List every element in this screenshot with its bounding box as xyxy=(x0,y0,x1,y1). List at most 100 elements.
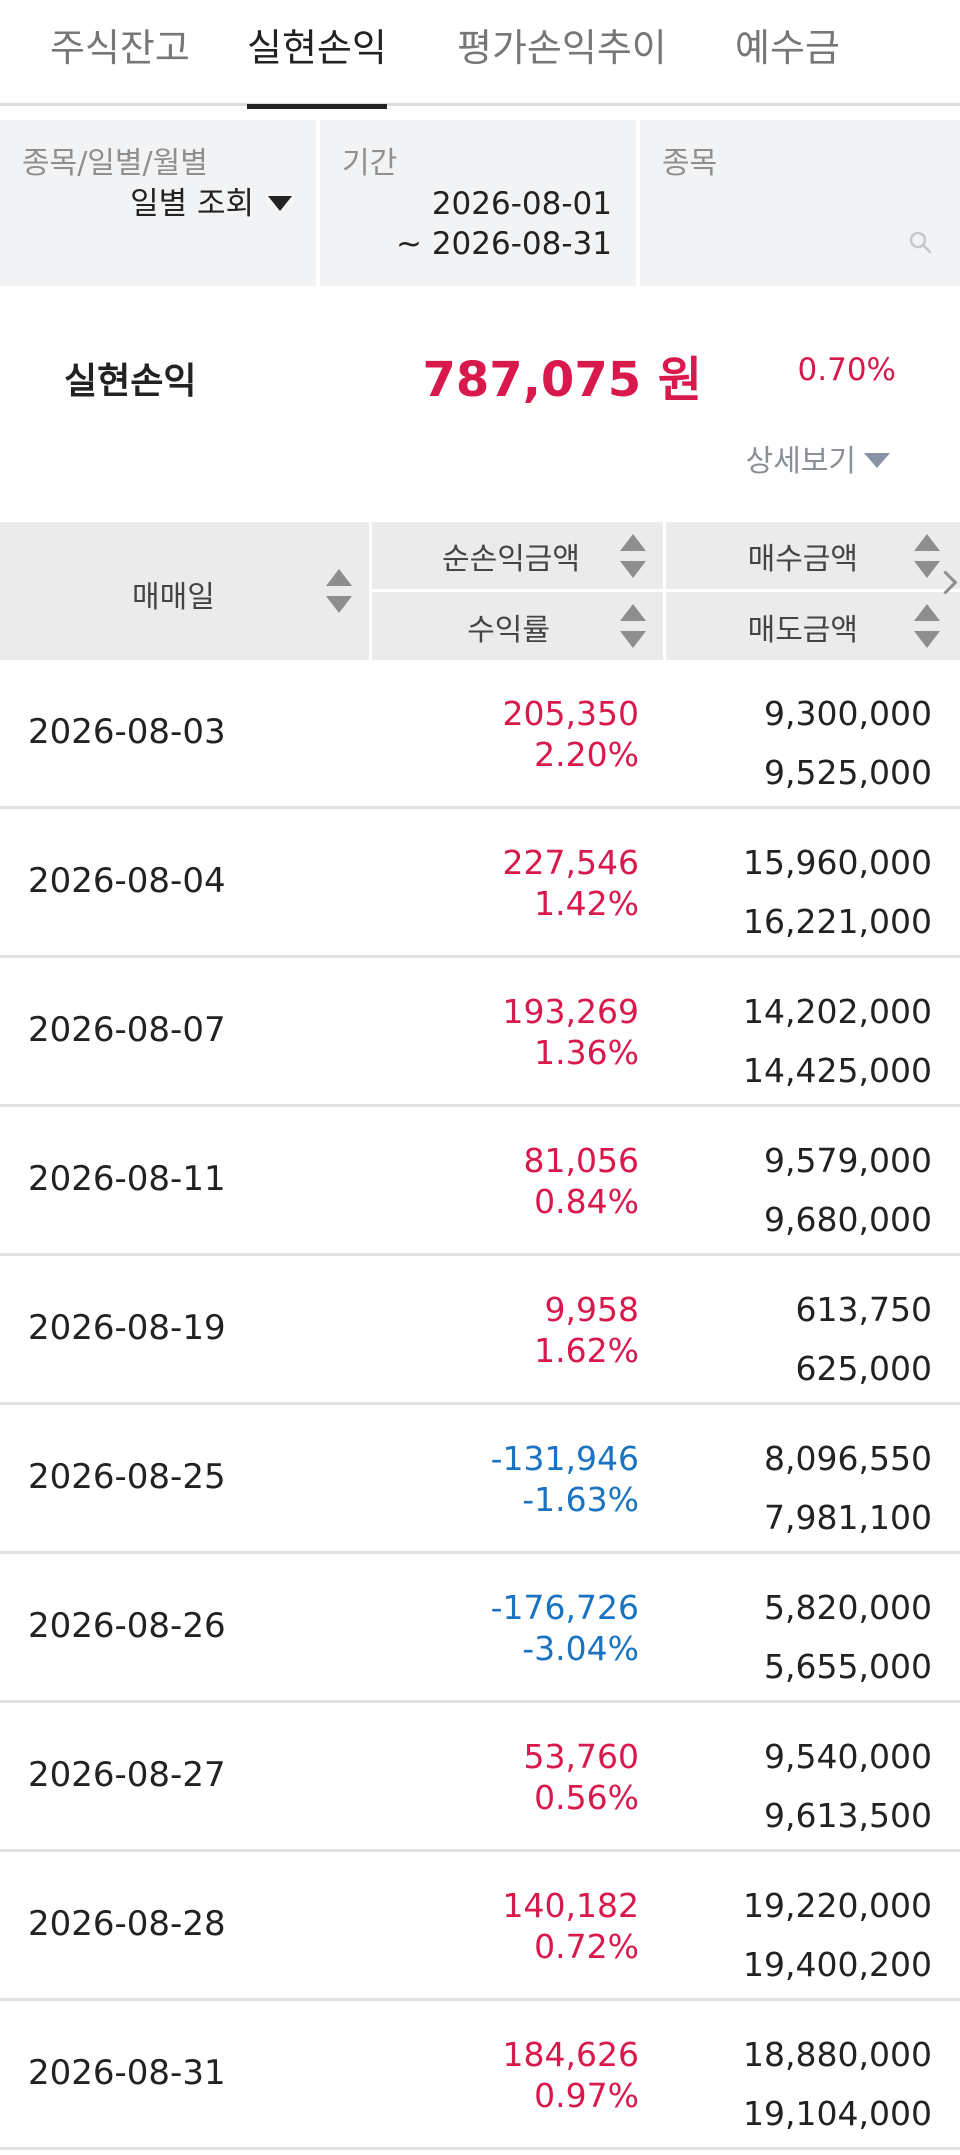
return-rate: 0.56% xyxy=(534,1778,639,1817)
table-row[interactable]: 2026-08-07 193,269 1.36% 14,202,000 14,425,0… xyxy=(0,958,960,1107)
header-sell-amount[interactable]: 매도금액 xyxy=(747,613,858,648)
sort-icon[interactable] xyxy=(620,534,646,578)
buy-amount: 14,202,000 xyxy=(743,992,932,1031)
net-profit: -131,946 xyxy=(490,1439,639,1478)
net-profit: 9,958 xyxy=(544,1290,639,1329)
sell-amount: 7,981,100 xyxy=(764,1498,932,1537)
period-start: 2026-08-01 xyxy=(431,186,612,222)
table-row[interactable]: 2026-08-31 184,626 0.97% 18,880,000 19,104,0… xyxy=(0,2001,960,2150)
detail-view-label: 상세보기 xyxy=(745,444,856,479)
header-buy-amount[interactable]: 매수금액 xyxy=(747,542,858,577)
header-divider xyxy=(369,522,372,660)
tab-deposit[interactable]: 예수금 xyxy=(735,26,840,70)
table-row[interactable]: 2026-08-25 -131,946 -1.63% 8,096,550 7,981,1… xyxy=(0,1405,960,1554)
summary-percent: 0.70% xyxy=(797,352,896,388)
sort-icon[interactable] xyxy=(914,534,940,578)
sort-icon[interactable] xyxy=(326,569,352,613)
table-header: 매매일 순손익금액 수익률 매수금액 매도금액 xyxy=(0,522,960,660)
table-row[interactable]: 2026-08-11 81,056 0.84% 9,579,000 9,680,000 xyxy=(0,1107,960,1256)
trade-date: 2026-08-31 xyxy=(28,2053,226,2093)
buy-amount: 9,300,000 xyxy=(764,694,932,733)
period-value[interactable]: 2026-08-01 ~ 2026-08-31 xyxy=(396,184,612,264)
table-row[interactable]: 2026-08-27 53,760 0.56% 9,540,000 9,613,500 xyxy=(0,1703,960,1852)
net-profit: 227,546 xyxy=(502,843,639,882)
trade-date: 2026-08-25 xyxy=(28,1457,226,1497)
buy-amount: 15,960,000 xyxy=(743,843,932,882)
buy-amount: 5,820,000 xyxy=(764,1588,932,1627)
sell-amount: 9,680,000 xyxy=(764,1200,932,1239)
detail-view-toggle[interactable]: 상세보기 xyxy=(746,436,890,480)
table-row[interactable]: 2026-08-26 -176,726 -3.04% 5,820,000 5,655,0… xyxy=(0,1554,960,1703)
table-row[interactable]: 2026-08-03 205,350 2.20% 9,300,000 9,525,000 xyxy=(0,660,960,809)
period-selector[interactable]: 기간 2026-08-01 ~ 2026-08-31 xyxy=(320,120,636,286)
search-icon[interactable] xyxy=(908,230,934,256)
sell-amount: 14,425,000 xyxy=(743,1051,932,1090)
summary-value: 787,075 원 xyxy=(422,352,703,408)
sort-icon[interactable] xyxy=(620,604,646,648)
trade-date: 2026-08-07 xyxy=(28,1010,226,1050)
buy-amount: 18,880,000 xyxy=(743,2035,932,2074)
sell-amount: 5,655,000 xyxy=(764,1647,932,1686)
tab-realized-pnl[interactable]: 실현손익 xyxy=(247,0,387,109)
return-rate: -3.04% xyxy=(522,1629,639,1668)
table-row[interactable]: 2026-08-28 140,182 0.72% 19,220,000 19,400,2… xyxy=(0,1852,960,2001)
return-rate: 1.36% xyxy=(534,1033,639,1072)
stock-label: 종목 xyxy=(662,146,718,181)
period-end: ~ 2026-08-31 xyxy=(396,226,612,262)
tab-stock-balance[interactable]: 주식잔고 xyxy=(50,26,190,70)
caret-down-icon xyxy=(864,453,890,468)
view-type-label: 종목/일별/월별 xyxy=(22,146,208,181)
trade-date: 2026-08-27 xyxy=(28,1755,226,1795)
return-rate: 2.20% xyxy=(534,735,639,774)
return-rate: -1.63% xyxy=(522,1480,639,1519)
sell-amount: 16,221,000 xyxy=(743,902,932,941)
filter-bar: 종목/일별/월별 일별 조회 기간 2026-08-01 ~ 2026-08-3… xyxy=(0,120,960,286)
buy-amount: 9,540,000 xyxy=(764,1737,932,1776)
view-type-text: 일별 조회 xyxy=(130,186,254,222)
pnl-table-body: 2026-08-03 205,350 2.20% 9,300,000 9,525,000… xyxy=(0,660,960,2150)
header-net-profit[interactable]: 순손익금액 xyxy=(442,542,580,577)
stock-search-input[interactable] xyxy=(650,180,950,272)
return-rate: 0.97% xyxy=(534,2076,639,2115)
view-type-selector[interactable]: 종목/일별/월별 일별 조회 xyxy=(0,120,316,286)
realized-pnl-summary: 실현손익 787,075 원 0.70% 상세보기 xyxy=(0,286,960,522)
sell-amount: 9,525,000 xyxy=(764,753,932,792)
net-profit: -176,726 xyxy=(490,1588,639,1627)
trade-date: 2026-08-03 xyxy=(28,712,226,752)
net-profit: 140,182 xyxy=(502,1886,639,1925)
caret-down-icon xyxy=(268,196,292,211)
buy-amount: 613,750 xyxy=(795,1290,932,1329)
header-return-rate[interactable]: 수익률 xyxy=(467,613,550,648)
sell-amount: 625,000 xyxy=(795,1349,932,1388)
summary-label: 실현손익 xyxy=(64,361,197,402)
sell-amount: 19,400,200 xyxy=(743,1945,932,1984)
sell-amount: 19,104,000 xyxy=(743,2094,932,2133)
top-tabs: 주식잔고 실현손익 평가손익추이 예수금 xyxy=(0,0,960,109)
header-divider xyxy=(372,589,960,592)
return-rate: 1.62% xyxy=(534,1331,639,1370)
tab-valuation-trend[interactable]: 평가손익추이 xyxy=(457,26,667,70)
view-type-value[interactable]: 일별 조회 xyxy=(130,184,292,224)
table-row[interactable]: 2026-08-04 227,546 1.42% 15,960,000 16,221,0… xyxy=(0,809,960,958)
return-rate: 0.72% xyxy=(534,1927,639,1966)
buy-amount: 9,579,000 xyxy=(764,1141,932,1180)
sell-amount: 9,613,500 xyxy=(764,1796,932,1835)
trade-date: 2026-08-11 xyxy=(28,1159,226,1199)
buy-amount: 19,220,000 xyxy=(743,1886,932,1925)
trade-date: 2026-08-19 xyxy=(28,1308,226,1348)
trade-date: 2026-08-26 xyxy=(28,1606,226,1646)
return-rate: 0.84% xyxy=(534,1182,639,1221)
table-row[interactable]: 2026-08-19 9,958 1.62% 613,750 625,000 xyxy=(0,1256,960,1405)
net-profit: 193,269 xyxy=(502,992,639,1031)
stock-search: 종목 xyxy=(640,120,960,286)
net-profit: 205,350 xyxy=(502,694,639,733)
net-profit: 53,760 xyxy=(523,1737,639,1776)
trade-date: 2026-08-28 xyxy=(28,1904,226,1944)
net-profit: 184,626 xyxy=(502,2035,639,2074)
buy-amount: 8,096,550 xyxy=(764,1439,932,1478)
return-rate: 1.42% xyxy=(534,884,639,923)
trade-date: 2026-08-04 xyxy=(28,861,226,901)
net-profit: 81,056 xyxy=(523,1141,639,1180)
header-date[interactable]: 매매일 xyxy=(132,580,215,615)
sort-icon[interactable] xyxy=(914,604,940,648)
